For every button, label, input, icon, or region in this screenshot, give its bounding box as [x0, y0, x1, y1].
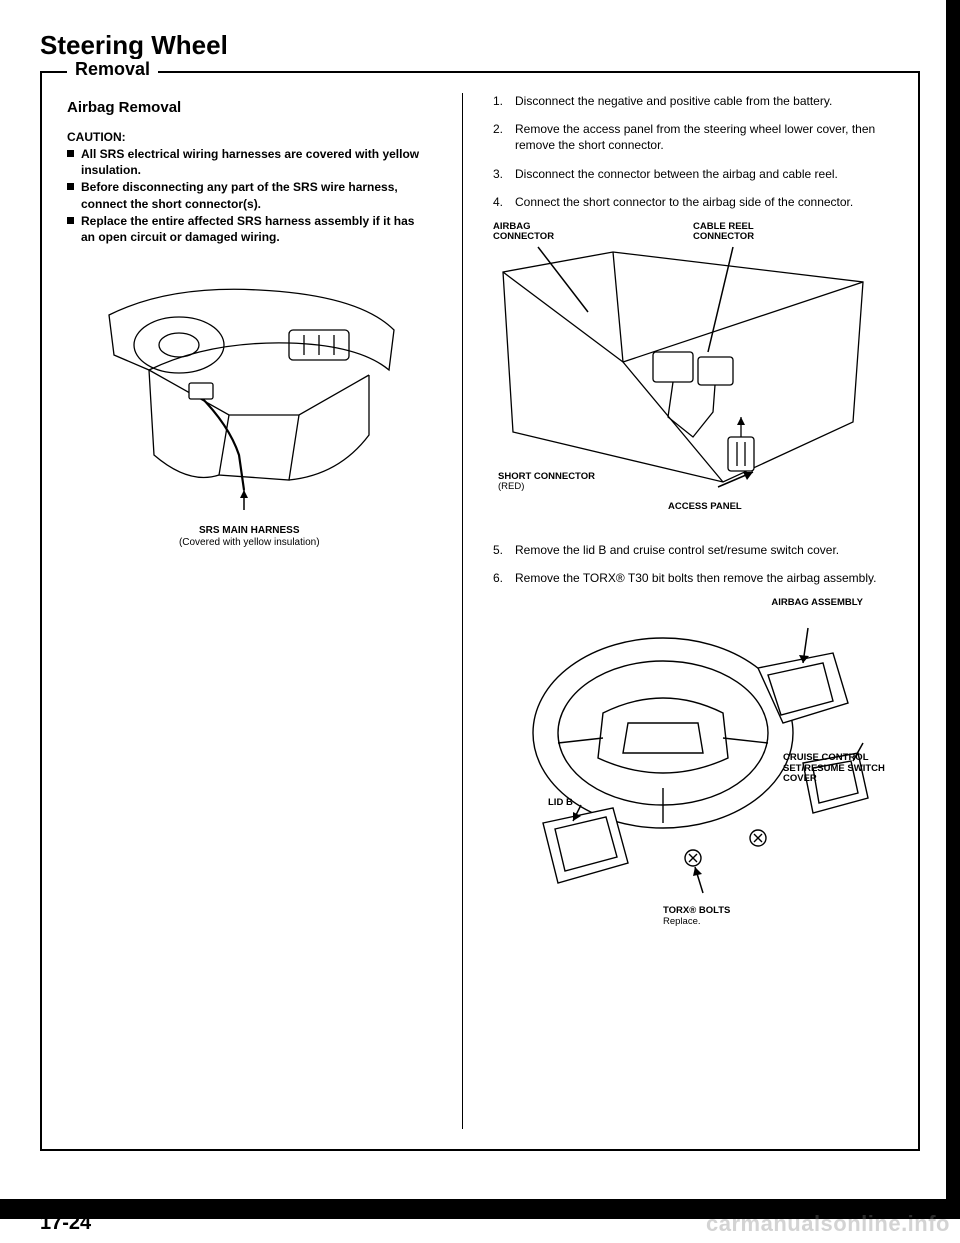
page-title: Steering Wheel [40, 30, 920, 61]
step-item: 6. Remove the TORX® T30 bit bolts then re… [493, 570, 893, 586]
step-item: 2. Remove the access panel from the steer… [493, 121, 893, 153]
caution-item: Replace the entire affected SRS harness … [67, 213, 432, 245]
fig1-sublabel: (Covered with yellow insulation) [179, 537, 320, 549]
step-num: 2. [493, 121, 503, 137]
airbag-removal-heading: Airbag Removal [67, 99, 432, 116]
step-num: 6. [493, 570, 503, 586]
label-short-connector: SHORT CONNECTOR (RED) [498, 472, 595, 493]
label-airbag-assembly: AIRBAG ASSEMBLY [771, 598, 863, 608]
figure-connectors: AIRBAG CONNECTOR CABLE REEL CONNECTOR [493, 222, 873, 522]
label-sub-text: (RED) [498, 481, 524, 492]
step-item: 3. Disconnect the connector between the a… [493, 166, 893, 182]
label-text: TORX® BOLTS [663, 905, 730, 916]
label-text: SHORT CONNECTOR [498, 471, 595, 482]
step-text: Remove the access panel from the steerin… [515, 122, 875, 152]
two-columns: Airbag Removal CAUTION: All SRS electric… [67, 93, 893, 1129]
section-label: Removal [67, 59, 158, 80]
step-text: Remove the lid B and cruise control set/… [515, 543, 839, 557]
figure-steering-wheel: AIRBAG ASSEMBLY [493, 598, 893, 928]
step-text: Disconnect the negative and positive cab… [515, 94, 832, 108]
scan-edge-right [946, 0, 960, 1200]
step-num: 3. [493, 166, 503, 182]
right-column: 1. Disconnect the negative and positive c… [493, 93, 893, 1129]
steps-list-1: 1. Disconnect the negative and positive c… [493, 93, 893, 210]
label-sub-text: Replace. [663, 916, 701, 927]
step-item: 1. Disconnect the negative and positive c… [493, 93, 893, 109]
figure-srs-harness: SRS MAIN HARNESS (Covered with yellow in… [67, 275, 432, 549]
caution-item: Before disconnecting any part of the SRS… [67, 179, 432, 211]
label-access-panel: ACCESS PANEL [668, 502, 742, 512]
step-text: Connect the short connector to the airba… [515, 195, 853, 209]
step-num: 1. [493, 93, 503, 109]
label-text: AIRBAG CONNECTOR [493, 221, 554, 242]
step-item: 5. Remove the lid B and cruise control se… [493, 542, 893, 558]
steps-list-2: 5. Remove the lid B and cruise control se… [493, 542, 893, 586]
step-item: 4. Connect the short connector to the air… [493, 194, 893, 210]
fig1-label: SRS MAIN HARNESS [199, 525, 300, 537]
caution-item: All SRS electrical wiring harnesses are … [67, 146, 432, 178]
label-cruise-control: CRUISE CONTROL SET/RESUME SWITCH COVER [783, 753, 893, 784]
caution-list: All SRS electrical wiring harnesses are … [67, 146, 432, 245]
step-num: 4. [493, 194, 503, 210]
dashboard-diagram-svg [89, 275, 409, 525]
label-airbag-connector: AIRBAG CONNECTOR [493, 222, 583, 243]
section-box: Removal Airbag Removal CAUTION: All SRS … [40, 71, 920, 1151]
page-number: 17-24 [40, 1212, 91, 1235]
step-text: Disconnect the connector between the air… [515, 167, 838, 181]
watermark: carmanualsonline.info [706, 1211, 950, 1237]
label-lid-b: LID B [548, 798, 573, 808]
page-content: Steering Wheel Removal Airbag Removal CA… [40, 30, 920, 1210]
label-cable-reel-connector: CABLE REEL CONNECTOR [693, 222, 783, 243]
step-text: Remove the TORX® T30 bit bolts then remo… [515, 571, 876, 585]
left-column: Airbag Removal CAUTION: All SRS electric… [67, 93, 432, 1129]
caution-label: CAUTION: [67, 130, 432, 144]
step-num: 5. [493, 542, 503, 558]
label-text: CABLE REEL CONNECTOR [693, 221, 754, 242]
label-torx-bolts: TORX® BOLTS Replace. [663, 906, 730, 927]
column-divider [462, 93, 464, 1129]
